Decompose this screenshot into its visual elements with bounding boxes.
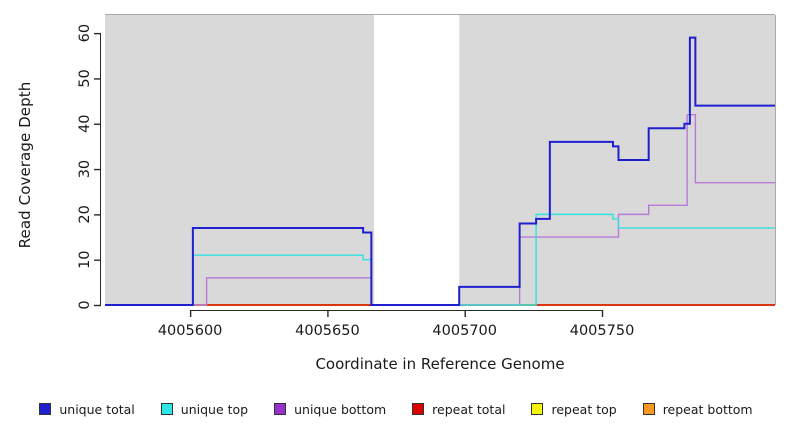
legend-item-repeat-top[interactable]: repeat top bbox=[531, 401, 617, 417]
y-tick-label: 50 bbox=[77, 69, 93, 87]
x-tick-label: 4005650 bbox=[295, 323, 360, 339]
x-axis-title: Coordinate in Reference Genome bbox=[315, 355, 565, 373]
series-line-unique-bottom bbox=[105, 113, 775, 306]
legend-swatch-icon bbox=[642, 403, 655, 415]
legend-item-label: unique total bbox=[59, 401, 135, 417]
legend-item-repeat-bottom[interactable]: repeat bottom bbox=[642, 401, 753, 417]
legend-item-label: unique top bbox=[180, 401, 249, 417]
data-series-group bbox=[105, 36, 775, 306]
y-axis-title: Read Coverage Depth bbox=[16, 81, 34, 249]
legend-item-unique-top[interactable]: unique top bbox=[160, 401, 249, 417]
gap-regions-group bbox=[374, 15, 460, 305]
legend-swatch-icon bbox=[412, 403, 425, 415]
y-axis: 0 10 20 30 40 50 60 bbox=[77, 24, 101, 310]
x-axis: 4005600 4005650 4005700 4005750 bbox=[158, 310, 634, 339]
y-tick-label: 20 bbox=[77, 205, 93, 223]
panel-border bbox=[105, 14, 776, 305]
legend-item-label: repeat total bbox=[432, 401, 506, 417]
legend-item-label: unique bottom bbox=[294, 401, 387, 417]
y-tick-label: 40 bbox=[77, 115, 93, 133]
plot-area: 0 10 20 30 40 50 60 4005600 4005650 4005700 40057… bbox=[16, 14, 776, 373]
y-tick-label: 60 bbox=[77, 24, 93, 42]
legend-swatch-icon bbox=[160, 403, 173, 415]
legend-swatch-icon bbox=[39, 403, 52, 415]
x-tick-label: 4005700 bbox=[432, 323, 497, 339]
legend-item-label: repeat top bbox=[551, 401, 617, 417]
x-tick-label: 4005600 bbox=[158, 323, 223, 339]
legend-item-unique-bottom[interactable]: unique bottom bbox=[274, 402, 386, 417]
legend-swatch-icon bbox=[274, 403, 287, 415]
gap-region bbox=[374, 15, 460, 305]
y-tick-label: 10 bbox=[77, 250, 93, 268]
legend-item-unique-total[interactable]: unique total bbox=[39, 401, 135, 417]
series-line-unique-total bbox=[105, 36, 775, 306]
chart-legend: unique total unique top unique bottom repea… bbox=[0, 396, 792, 422]
y-tick-label: 30 bbox=[77, 160, 93, 178]
legend-item-label: repeat bottom bbox=[662, 401, 753, 417]
y-tick-label: 0 bbox=[77, 300, 93, 309]
x-tick-label: 4005750 bbox=[570, 323, 635, 339]
coverage-depth-chart: 0 10 20 30 40 50 60 4005600 4005650 4005700 40057… bbox=[77, 14, 776, 339]
legend-item-repeat-total[interactable]: repeat total bbox=[412, 402, 505, 417]
legend-swatch-icon bbox=[531, 403, 544, 415]
